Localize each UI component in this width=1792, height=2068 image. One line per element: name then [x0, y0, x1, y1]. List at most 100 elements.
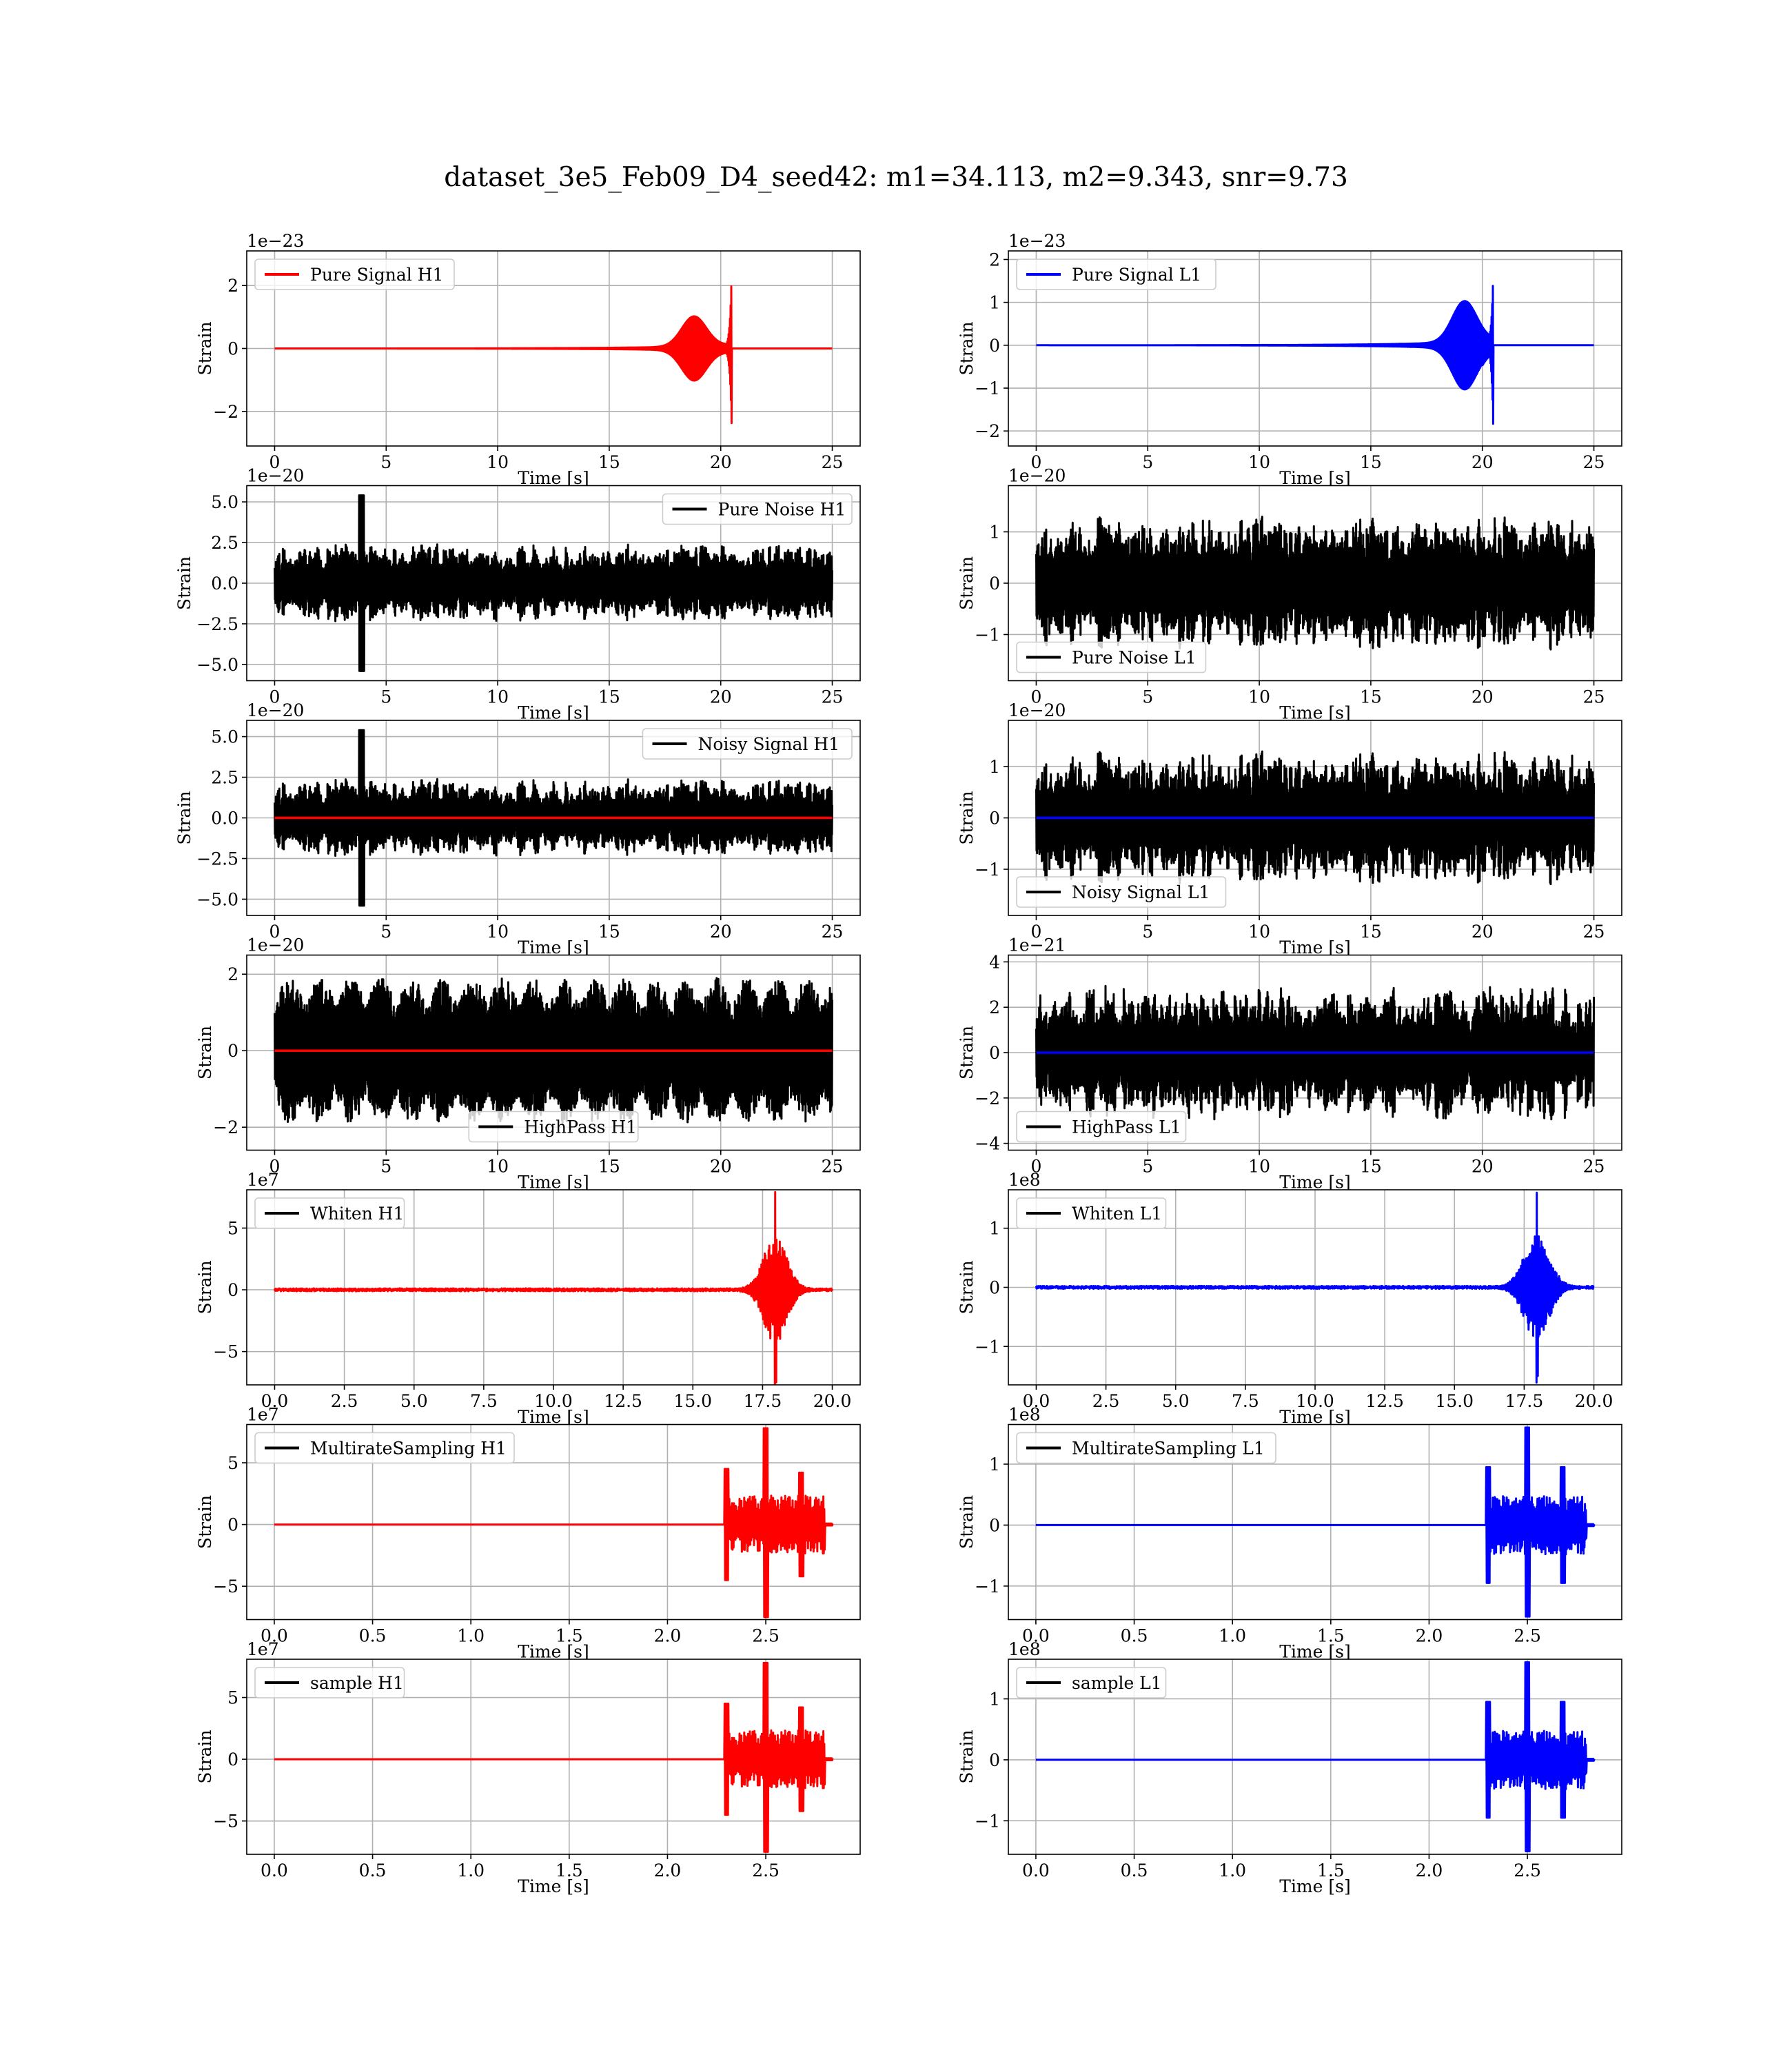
x-axis: 0.0 2.5 5.0 7.5 10.0 12.5 15.0 17.5 20.0 Time [s]	[261, 1385, 852, 1427]
series-line-l1-multirate-1	[1035, 1426, 1596, 1618]
x-tick-label: 20	[1472, 1157, 1494, 1177]
y-tick-label: 1	[989, 1219, 1000, 1239]
y-tick-label: 5.0	[211, 492, 238, 512]
x-tick-label: 5	[1142, 452, 1153, 472]
subplot-h1-highpass: 0 5 10 15 20 25 Time [s] −2 0 2 Strain 1e−20 HighPas…	[195, 935, 861, 1193]
plot-area	[274, 1190, 833, 1385]
x-tick-label: 1.0	[457, 1861, 485, 1881]
y-axis-label: Strain	[957, 1730, 977, 1783]
x-axis: 0.0 2.5 5.0 7.5 10.0 12.5 15.0 17.5 20.0 Time [s]	[1023, 1385, 1613, 1427]
legend-label: sample H1	[310, 1673, 404, 1693]
y-tick-label: 2	[989, 250, 1000, 270]
subplot-l1-multirate: 0.0 0.5 1.0 1.5 2.0 2.5 Time [s] −1 0 1 Strain 1e8 M…	[957, 1405, 1622, 1662]
y-axis-label: Strain	[174, 791, 194, 844]
y-tick-label: 2	[989, 997, 1000, 1017]
x-axis-label: Time [s]	[518, 937, 589, 957]
y-tick-label: 0	[227, 1280, 238, 1300]
y-axis: −2 −1 0 1 2 Strain	[957, 250, 1008, 441]
x-tick-label: 20	[710, 687, 732, 707]
series-line-pure-signal-h1	[274, 285, 833, 425]
legend: HighPass L1	[1016, 1111, 1187, 1143]
y-tick-label: −1	[975, 625, 1000, 645]
axes-frame	[1008, 250, 1622, 447]
x-tick-label: 5.0	[400, 1391, 428, 1411]
x-axis-label: Time [s]	[518, 1407, 589, 1427]
plot-area	[274, 977, 833, 1124]
y-tick-label: 1	[989, 757, 1000, 777]
y-tick-label: 1	[989, 293, 1000, 313]
x-tick-label: 2.5	[1514, 1861, 1541, 1881]
legend-label: Pure Signal L1	[1072, 265, 1201, 285]
x-tick-label: 10	[1248, 922, 1270, 942]
y-axis-label: Strain	[195, 1730, 215, 1783]
y-axis: −2 0 2 Strain	[195, 964, 247, 1137]
x-tick-label: 0	[269, 452, 281, 472]
x-tick-label: 0	[1031, 452, 1042, 472]
legend: Pure Noise H1	[662, 493, 853, 525]
y-tick-label: 2	[227, 964, 238, 984]
y-tick-label: 5	[227, 1453, 238, 1473]
y-tick-label: −5.0	[196, 889, 238, 909]
x-tick-label: 25	[1583, 687, 1605, 707]
x-axis: 0.0 0.5 1.0 1.5 2.0 2.5 Time [s]	[261, 1854, 780, 1896]
plot-area	[274, 1661, 834, 1853]
x-axis-label: Time [s]	[518, 1173, 589, 1193]
x-tick-label: 7.5	[1232, 1391, 1259, 1411]
subplot-h1-pure-signal: 0 5 10 15 20 25 Time [s] −2 0 2 Strain 1e−23 Pure Si…	[195, 231, 861, 488]
x-tick-label: 15.0	[673, 1391, 712, 1411]
x-tick-label: 20.0	[813, 1391, 852, 1411]
x-tick-label: 0.0	[1022, 1626, 1050, 1646]
legend-frame	[642, 728, 853, 760]
x-tick-label: 5.0	[1162, 1391, 1190, 1411]
plot-area	[1035, 750, 1595, 886]
y-axis: −5.0 −2.5 0.0 2.5 5.0 Strain	[174, 492, 247, 675]
x-tick-label: 1.5	[1317, 1861, 1345, 1881]
y-tick-label: −2	[975, 1088, 1000, 1108]
y-axis: −1 0 1 Strain	[957, 1454, 1008, 1596]
legend-frame	[254, 1197, 405, 1229]
series-line-h1-whiten-1	[274, 1190, 833, 1385]
legend-label: Pure Noise L1	[1072, 648, 1197, 668]
x-tick-label: 1.0	[457, 1626, 485, 1646]
legend: Whiten H1	[254, 1197, 405, 1229]
x-tick-label: 7.5	[470, 1391, 498, 1411]
x-axis-label: Time [s]	[1279, 1876, 1350, 1896]
y-axis-label: Strain	[195, 321, 215, 375]
legend-label: MultirateSampling H1	[310, 1439, 507, 1459]
x-tick-label: 25	[1583, 922, 1605, 942]
x-tick-label: 5	[380, 922, 391, 942]
x-tick-label: 20.0	[1575, 1391, 1613, 1411]
subplot-l1-pure-signal: 0 5 10 15 20 25 Time [s] −2 −1 0 1 2 Strain 1e−23 Pure…	[957, 231, 1622, 488]
x-tick-label: 15	[598, 687, 620, 707]
x-axis-label: Time [s]	[1279, 703, 1350, 723]
y-tick-label: 0	[227, 1750, 238, 1770]
y-axis-label: Strain	[957, 556, 977, 610]
x-tick-label: 0.5	[1121, 1861, 1148, 1881]
legend-frame	[468, 1111, 639, 1143]
x-tick-label: 20	[1472, 452, 1494, 472]
y-offset-label: 1e−23	[247, 231, 304, 251]
series-line-l1-whiten-1	[1035, 1191, 1595, 1384]
legend-frame	[254, 258, 455, 290]
subplot-l1-pure-noise: 0 5 10 15 20 25 Time [s] −1 0 1 Strain 1e−20 Pure No…	[957, 466, 1622, 723]
axes-frame	[246, 954, 861, 1151]
x-tick-label: 10	[487, 687, 509, 707]
legend-label: HighPass L1	[1072, 1117, 1181, 1137]
x-tick-label: 0.0	[261, 1861, 288, 1881]
legend: Noisy Signal L1	[1016, 876, 1227, 908]
x-tick-label: 0.5	[359, 1861, 387, 1881]
y-axis-label: Strain	[195, 1495, 215, 1549]
y-axis-label: Strain	[957, 1495, 977, 1549]
y-axis-label: Strain	[957, 1260, 977, 1314]
x-tick-label: 10	[1248, 687, 1270, 707]
y-offset-label: 1e7	[247, 1639, 279, 1659]
y-offset-label: 1e−20	[1008, 700, 1066, 720]
plot-area	[1035, 1661, 1596, 1853]
y-tick-label: 1	[989, 1454, 1000, 1474]
legend-frame	[1016, 641, 1207, 673]
plot-area	[274, 285, 833, 425]
x-tick-label: 5	[1142, 1157, 1153, 1177]
x-tick-label: 5	[380, 1157, 391, 1177]
